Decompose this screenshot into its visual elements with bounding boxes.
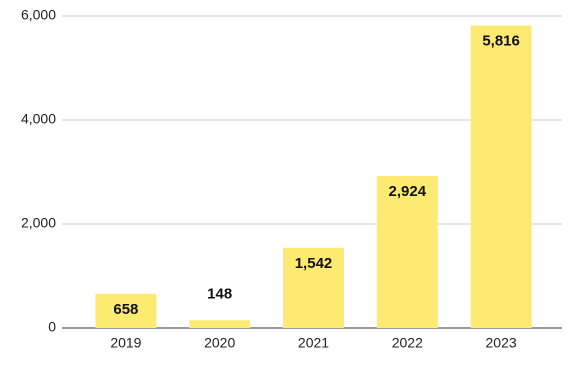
x-tick-label: 2019 xyxy=(110,335,141,351)
bar xyxy=(95,293,157,328)
bar xyxy=(189,320,251,328)
bar xyxy=(470,25,532,329)
x-tick-label: 2020 xyxy=(204,335,235,351)
y-tick-label: 2,000 xyxy=(21,215,56,231)
value-label: 1,542 xyxy=(295,255,333,272)
bar xyxy=(283,247,344,328)
x-tick-label: 2022 xyxy=(392,335,423,351)
y-tick-label: 0 xyxy=(48,319,56,335)
bar xyxy=(376,175,438,328)
y-tick-label: 4,000 xyxy=(21,111,56,127)
value-label: 658 xyxy=(113,301,138,318)
value-label: 2,924 xyxy=(389,183,427,200)
y-tick-label: 6,000 xyxy=(21,7,56,23)
value-label: 148 xyxy=(207,285,232,302)
value-label: 5,816 xyxy=(482,33,520,50)
x-tick-label: 2023 xyxy=(486,335,517,351)
x-tick-label: 2021 xyxy=(298,335,329,351)
